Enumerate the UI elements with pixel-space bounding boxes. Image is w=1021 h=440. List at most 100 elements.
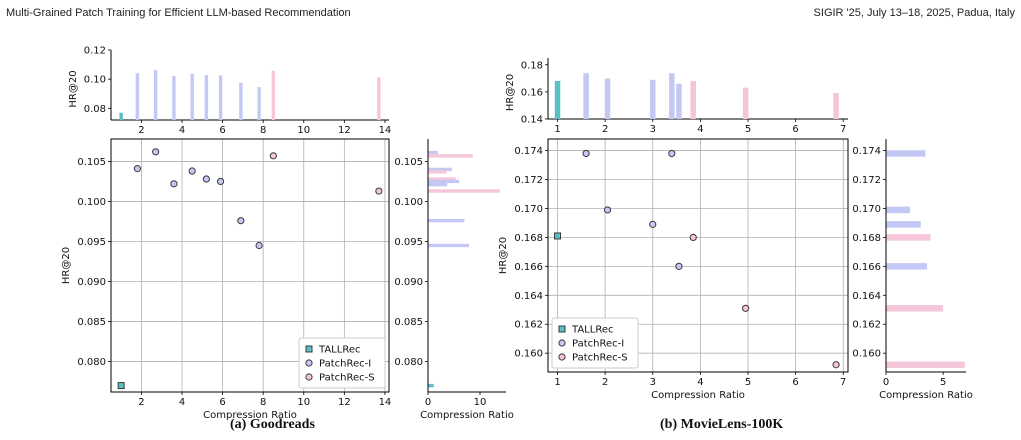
b-main-xlabel: Compression Ratio [651,390,745,401]
b-point-patchrec-i [603,206,612,214]
b-right-xtick-label: 0 [883,377,889,388]
a-top-xtick-label: 12 [338,125,351,136]
b-right-bar-patchrec-i [886,221,921,228]
a-top-bar-patchrec-i [135,73,140,120]
b-main-xtick-label: 6 [792,377,798,388]
a-right-ytick-label: 0.100 [394,197,423,208]
a-main-xtick-label: 6 [219,397,225,408]
b-top-bar-patchrec-i [669,73,675,119]
b-main-xtick-label: 7 [840,377,846,388]
a-main-ytick-label: 0.105 [77,157,106,168]
b-right-bar-patchrec-s [886,361,965,369]
b-main-ylabel: HR@20 [498,237,509,274]
b-point-patchrec-i [649,220,657,228]
b-top-ytick-label: 0.14 [521,115,543,126]
b-top-xtick-label: 7 [840,124,846,135]
b-main-ytick-label: 0.162 [514,320,543,331]
b-top-ytick-label: 0.18 [521,60,543,71]
a-point-patchrec-i [152,148,160,156]
a-right-xtick-label: 0 [425,397,431,408]
a-legend-marker-patchrec-i [305,359,313,367]
a-main-xtick-label: 10 [297,397,310,408]
b-top-bar-patchrec-i [650,79,656,119]
a-right-bar-patchrec-s [428,154,473,158]
a-legend-label-tallrec: TALLRec [318,345,360,356]
b-right-ytick-label: 0.174 [852,146,881,157]
b-top-xtick-label: 6 [792,124,798,135]
a-right-xtick-label: 10 [474,397,487,408]
b-top-xtick-label: 2 [602,124,608,135]
b-point-patchrec-s [832,361,840,369]
b-top-xtick-label: 3 [650,124,656,135]
a-point-patchrec-i [170,180,178,188]
a-top-ylabel: HR@20 [68,70,79,107]
a-right-ytick-label: 0.090 [394,277,423,288]
b-point-patchrec-i [582,149,590,158]
a-main-frame [110,138,390,393]
a-right-bar-patchrec-i [428,182,448,187]
a-right-ytick-label: 0.095 [394,237,423,248]
a-top-bar-patchrec-i [239,82,243,120]
b-top-xtick-label: 4 [697,124,703,135]
a-top-ytick-label: 0.12 [84,46,106,57]
b-point-patchrec-i [668,149,676,158]
a-main-xtick-label: 4 [179,397,185,408]
b-top-bar-tallrec [554,80,561,119]
b-main-ytick-label: 0.174 [514,146,543,157]
b-legend-box [551,317,639,369]
b-right-bar-patchrec-i [886,206,910,214]
b-top-bar-patchrec-s [690,81,696,119]
a-top-xtick-label: 14 [379,125,392,136]
b-main-frame [547,138,849,373]
b-right-bar-patchrec-i [886,263,928,270]
b-top-xtick-label: 1 [554,124,560,135]
a-top-bar-patchrec-s [271,70,276,120]
b-right-ytick-label: 0.162 [852,320,881,331]
a-right-bar-patchrec-i [428,243,470,248]
a-top-bar-patchrec-i [190,73,194,120]
b-main-xtick-label: 5 [745,377,751,388]
b-legend-label-patchrec-i: PatchRec-I [572,339,624,350]
a-main-ytick-label: 0.085 [77,317,106,328]
a-main-xtick-label: 2 [138,397,144,408]
a-top-xtick-label: 2 [138,125,144,136]
a-right-ytick-label: 0.085 [394,317,423,328]
a-right-bar-patchrec-i [428,150,438,155]
a-main-ylabel: HR@20 [61,247,72,284]
b-main-ytick-label: 0.168 [514,233,543,244]
a-point-patchrec-i [133,165,141,173]
a-top-xtick-label: 4 [179,125,185,136]
a-main-xlabel: Compression Ratio [203,410,297,421]
b-main-xtick-label: 2 [602,377,608,388]
b-legend-marker-tallrec [558,325,566,333]
b-point-patchrec-s [689,233,697,242]
a-point-patchrec-s [269,152,277,160]
b-right-bar-patchrec-s [886,305,944,312]
a-top-bar-patchrec-s [377,77,381,120]
b-main-ytick-label: 0.172 [514,175,543,186]
a-point-tallrec [117,382,125,390]
b-top-bar-patchrec-i [583,73,589,119]
b-main-ytick-label: 0.160 [514,349,543,360]
a-right-bar-patchrec-s [428,170,447,174]
a-main-ytick-label: 0.090 [77,277,106,288]
b-main-xtick-label: 1 [554,377,560,388]
b-right-ytick-label: 0.172 [852,175,881,186]
b-top-bar-patchrec-i [604,78,611,119]
a-top-xtick-label: 8 [260,125,266,136]
a-legend-marker-tallrec [305,345,313,353]
b-top-bar-patchrec-s [742,87,749,119]
page-header-venue: SIGIR '25, July 13–18, 2025, Padua, Ital… [813,7,1015,19]
a-right-bar-patchrec-s [428,189,500,193]
a-main-xtick-label: 12 [338,397,351,408]
a-top-xtick-label: 10 [297,125,310,136]
a-main-ytick-label: 0.080 [77,357,106,368]
b-top-xtick-label: 5 [745,124,751,135]
a-right-bar-patchrec-i [428,167,452,172]
a-main-ytick-label: 0.100 [77,197,106,208]
a-point-patchrec-s [375,187,383,195]
a-point-patchrec-i [255,241,263,250]
b-point-tallrec [554,232,562,240]
a-main-xtick-label: 14 [379,397,392,408]
a-right-bar-patchrec-s [428,177,456,181]
